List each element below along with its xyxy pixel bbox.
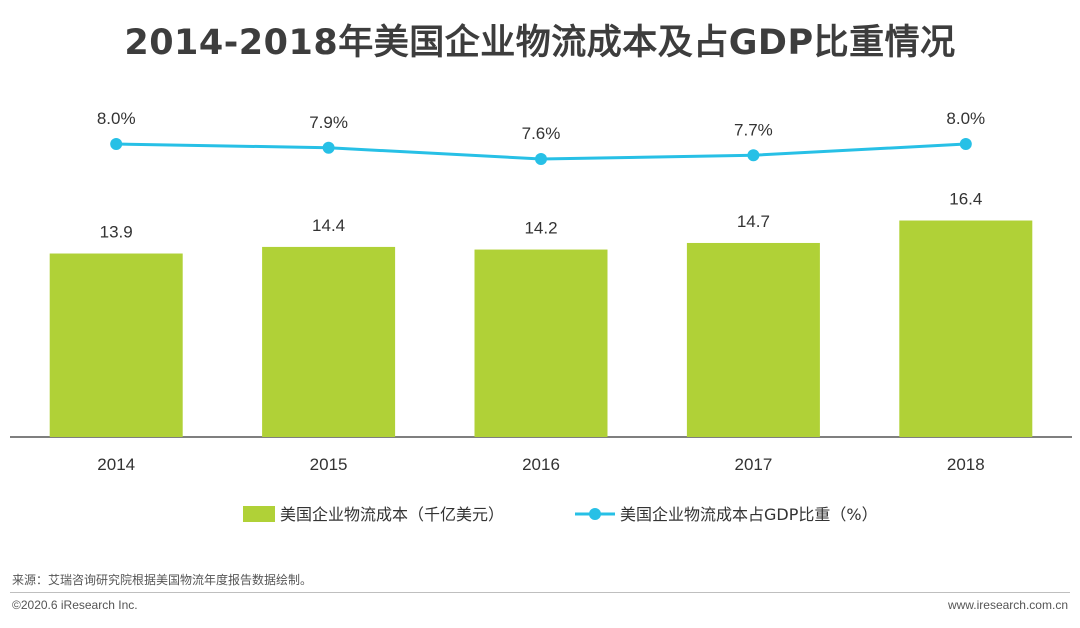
line-point-2018: [959, 138, 972, 150]
copyright: ©2020.6 iResearch Inc.: [12, 598, 138, 612]
line-label-2017: 7.7%: [734, 120, 773, 139]
bar-label-2018: 16.4: [949, 190, 982, 209]
line-label-2018: 8.0%: [946, 109, 985, 128]
line-point-2016: [535, 153, 547, 165]
legend-line-label: 美国企业物流成本占GDP比重（%）: [620, 505, 878, 524]
bar-label-2015: 14.4: [312, 216, 345, 235]
x-tick-2014: 2014: [97, 455, 135, 474]
line-label-2014: 8.0%: [97, 109, 136, 128]
line-point-2015: [322, 141, 335, 154]
bar-2014: [49, 253, 183, 437]
x-tick-2018: 2018: [947, 455, 985, 474]
line-label-2015: 7.9%: [309, 113, 348, 132]
bar-2015: [262, 246, 396, 437]
footer-divider: [10, 592, 1070, 593]
legend-bar-swatch: [243, 506, 275, 522]
x-tick-2017: 2017: [734, 455, 772, 474]
legend-bar-label: 美国企业物流成本（千亿美元）: [280, 505, 504, 524]
line-point-2014: [110, 138, 123, 150]
bar-2016: [474, 249, 608, 437]
bar-label-2014: 13.9: [100, 223, 133, 242]
bar-label-2017: 14.7: [737, 212, 770, 231]
chart-title: 2014-2018年美国企业物流成本及占GDP比重情况: [124, 23, 956, 63]
website: www.iresearch.com.cn: [947, 598, 1068, 612]
bar-2018: [899, 220, 1033, 437]
x-tick-2016: 2016: [522, 455, 560, 474]
line-label-2016: 7.6%: [522, 124, 561, 143]
source-note: 来源：艾瑞咨询研究院根据美国物流年度报告数据绘制。: [12, 573, 313, 587]
chart-svg: 13.9 2014 14.4 2015 14.2 2016 14.7 2017 16.4 2018…: [10, 109, 1072, 524]
legend-line-marker: [589, 508, 601, 520]
x-tick-2015: 2015: [310, 455, 348, 474]
bar-label-2016: 14.2: [524, 219, 557, 238]
line-point-2017: [747, 149, 760, 162]
bar-2017: [686, 242, 820, 437]
